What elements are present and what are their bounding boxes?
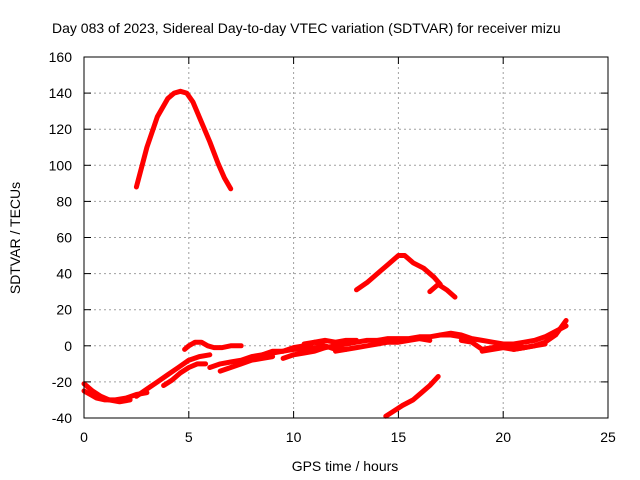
x-tick-label: 0: [80, 429, 88, 445]
series-line-band-4: [280, 345, 328, 361]
series-line-mid-band-3: [301, 337, 359, 347]
series-line-rise-2: [161, 361, 209, 388]
series-layer: [81, 88, 569, 419]
x-tick-label: 15: [391, 429, 407, 445]
series-line-mid-arc: [354, 253, 443, 293]
series-line-mid-band-2: [333, 336, 433, 354]
chart-title: Day 083 of 2023, Sidereal Day-to-day VTE…: [52, 20, 561, 36]
y-axis-title: SDTVAR / TECUs: [7, 182, 23, 294]
y-tick-label: 0: [64, 338, 72, 354]
y-tick-label: 120: [49, 121, 73, 137]
ticks: -40 -20 0 20 40 60 80 100 120 140 160 0 5 10 15 20 25: [49, 49, 616, 445]
y-tick-label: -20: [52, 374, 72, 390]
series-line-low-arc: [383, 374, 441, 419]
series-line-low-band-2: [217, 354, 276, 374]
x-tick-label: 20: [495, 429, 511, 445]
series-line-rise-1: [133, 352, 213, 399]
series-line-mid-arc-tail: [427, 281, 458, 300]
y-tick-label: 40: [56, 266, 72, 282]
x-tick-label: 10: [286, 429, 302, 445]
y-tick-label: 60: [56, 230, 72, 246]
y-tick-label: -40: [52, 410, 72, 426]
series-line-early-dip-2: [81, 381, 133, 405]
x-tick-label: 25: [600, 429, 616, 445]
x-tick-label: 5: [185, 429, 193, 445]
y-tick-label: 160: [49, 49, 73, 65]
y-tick-label: 80: [56, 193, 72, 209]
y-tick-label: 20: [56, 302, 72, 318]
x-axis-title: GPS time / hours: [292, 458, 399, 474]
y-tick-label: 100: [49, 157, 73, 173]
series-line-late-band-4: [479, 345, 527, 354]
y-tick-label: 140: [49, 85, 73, 101]
series-line-peak-arc: [133, 88, 234, 192]
series-line-early-hump: [182, 339, 244, 352]
